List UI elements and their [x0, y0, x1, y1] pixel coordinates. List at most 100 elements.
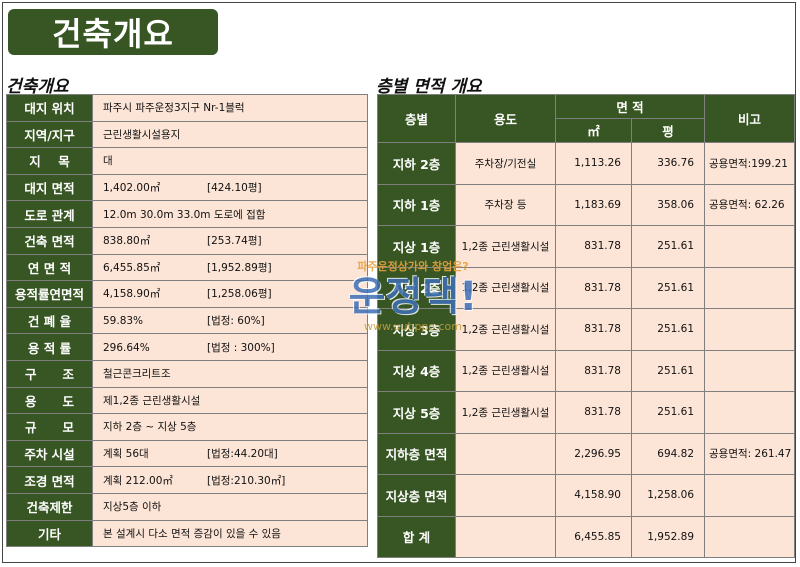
floor-area-table: 층별 용도 면 적 비고 ㎡ 평 지하 2층 주차장/기전실 1,113.26 336… — [377, 94, 796, 558]
floor-pyeong: 251.61 — [630, 266, 706, 309]
floor-note: 공용면적:199.21 — [704, 142, 796, 185]
floor-row: 지상 4층 1,2종 근린생활시설 831.78 251.61 — [377, 349, 796, 392]
overview-value-cell: 파주시 파주운정3지구 Nr-1블럭 — [92, 94, 368, 122]
overview-value-cell: 12.0m 30.0m 33.0m 도로에 접함 — [92, 200, 368, 228]
overview-label: 건축제한 — [6, 492, 93, 521]
page-title: 건축개요 — [52, 15, 174, 53]
overview-value-cell: 근린생활시설용지 — [92, 120, 368, 149]
overview-value: 파주시 파주운정3지구 Nr-1블럭 — [103, 102, 245, 115]
overview-value: 4,158.90㎡ — [103, 288, 161, 301]
floor-use: 1,2종 근린생활시설 — [455, 391, 556, 434]
overview-value-secondary: [법정:210.30㎡] — [207, 474, 286, 487]
floor-label: 지하 1층 — [377, 183, 456, 226]
floor-row: 지상 5층 1,2종 근린생활시설 831.78 251.61 — [377, 391, 796, 434]
floor-row: 지상층 면적 4,158.90 1,258.06 — [377, 474, 796, 517]
overview-row: 구 조 철근콘크리트조 — [6, 359, 368, 388]
floor-use: 1,2종 근린생활시설 — [455, 308, 556, 351]
header-sqm: ㎡ — [555, 118, 632, 143]
overview-label: 건축 면적 — [6, 226, 93, 255]
floor-pyeong: 251.61 — [630, 308, 706, 351]
floor-note — [704, 391, 796, 434]
floor-note — [704, 308, 796, 351]
floor-row: 지하층 면적 2,296.95 694.82 공용면적: 261.47 — [377, 432, 796, 475]
floor-label: 지상 5층 — [377, 391, 456, 434]
floor-note: 공용면적: 261.47 — [704, 432, 796, 475]
floor-sqm: 6,455.85 — [555, 515, 632, 558]
overview-label: 연 면 적 — [6, 253, 93, 282]
overview-value: 12.0m 30.0m 33.0m 도로에 접함 — [103, 208, 266, 221]
overview-value-cell: 59.83% [법정: 60%] — [92, 306, 368, 335]
overview-value-cell: 계획 56대 [법정:44.20대] — [92, 439, 368, 468]
overview-row: 대지 면적 1,402.00㎡ [424.10평] — [6, 173, 368, 202]
page-title-box: 건축개요 — [8, 9, 218, 55]
overview-row: 용적률연면적 4,158.90㎡ [1,258.06평] — [6, 280, 368, 308]
floor-use — [455, 432, 556, 475]
floor-use: 1,2종 근린생활시설 — [455, 349, 556, 392]
floor-use: 주차장/기전실 — [455, 142, 556, 185]
overview-label: 기타 — [6, 519, 93, 548]
floor-sqm: 2,296.95 — [555, 432, 632, 475]
overview-value: 계획 212.00㎡ — [103, 474, 173, 487]
overview-row: 주차 시설 계획 56대 [법정:44.20대] — [6, 439, 368, 468]
overview-label: 주차 시설 — [6, 439, 93, 468]
overview-row: 용 도 제1,2종 근린생활시설 — [6, 386, 368, 415]
floor-use: 1,2종 근린생활시설 — [455, 225, 556, 268]
overview-value-cell: 296.64% [법정 : 300%] — [92, 333, 368, 361]
overview-value-cell: 4,158.90㎡ [1,258.06평] — [92, 280, 368, 308]
overview-label: 건 폐 율 — [6, 306, 93, 335]
overview-row: 연 면 적 6,455.85㎡ [1,952.89평] — [6, 253, 368, 282]
overview-label: 구 조 — [6, 359, 93, 388]
floor-sqm: 1,183.69 — [555, 183, 632, 226]
overview-row: 건축제한 지상5층 이하 — [6, 492, 368, 521]
overview-label: 용적률연면적 — [6, 280, 93, 308]
overview-row: 용 적 률 296.64% [법정 : 300%] — [6, 333, 368, 361]
overview-value: 지상5층 이하 — [103, 501, 162, 514]
floor-label: 지상 2층 — [377, 266, 456, 309]
floor-label: 합 계 — [377, 515, 456, 558]
floor-label: 지상층 면적 — [377, 474, 456, 517]
overview-label: 지 목 — [6, 147, 93, 175]
floor-use: 주차장 등 — [455, 183, 556, 226]
floor-sqm: 1,113.26 — [555, 142, 632, 185]
floor-sqm: 831.78 — [555, 225, 632, 268]
overview-value: 계획 56대 — [103, 448, 149, 461]
floor-note — [704, 515, 796, 558]
floor-row: 지하 2층 주차장/기전실 1,113.26 336.76 공용면적:199.21 — [377, 142, 796, 185]
floor-use — [455, 474, 556, 517]
overview-row: 도로 관계 12.0m 30.0m 33.0m 도로에 접함 — [6, 200, 368, 228]
floor-row: 지하 1층 주차장 등 1,183.69 358.06 공용면적: 62.26 — [377, 183, 796, 226]
overview-label: 규 모 — [6, 413, 93, 441]
floor-sqm: 831.78 — [555, 308, 632, 351]
overview-value-secondary: [1,952.89평] — [207, 261, 272, 274]
floor-pyeong: 1,952.89 — [630, 515, 706, 558]
floor-use — [455, 515, 556, 558]
floor-use: 1,2종 근린생활시설 — [455, 266, 556, 309]
floor-label: 지하 2층 — [377, 142, 456, 185]
floor-area-heading: 층별 면적 개요 — [376, 77, 482, 97]
overview-value-secondary: [1,258.06평] — [207, 288, 272, 301]
floor-note — [704, 266, 796, 309]
overview-value: 철근콘크리트조 — [103, 368, 171, 381]
overview-value: 제1,2종 근린생활시설 — [103, 394, 201, 407]
floor-row: 합 계 6,455.85 1,952.89 — [377, 515, 796, 558]
overview-row: 대지 위치 파주시 파주운정3지구 Nr-1블럭 — [6, 94, 368, 122]
overview-label: 지역/지구 — [6, 120, 93, 149]
overview-value: 본 설계시 다소 면적 증감이 있을 수 있음 — [103, 527, 281, 540]
overview-value: 근린생활시설용지 — [103, 128, 181, 141]
floor-pyeong: 251.61 — [630, 391, 706, 434]
floor-note — [704, 225, 796, 268]
overview-value-cell: 6,455.85㎡ [1,952.89평] — [92, 253, 368, 282]
overview-value-cell: 지하 2층 ~ 지상 5층 — [92, 413, 368, 441]
floor-row: 지상 1층 1,2종 근린생활시설 831.78 251.61 — [377, 225, 796, 268]
overview-value-cell: 지상5층 이하 — [92, 492, 368, 521]
overview-value-cell: 대 — [92, 147, 368, 175]
overview-value: 지하 2층 ~ 지상 5층 — [103, 421, 197, 434]
floor-pyeong: 1,258.06 — [630, 474, 706, 517]
overview-value-cell: 철근콘크리트조 — [92, 359, 368, 388]
header-floor: 층별 — [377, 94, 456, 143]
overview-label: 도로 관계 — [6, 200, 93, 228]
floor-sqm: 831.78 — [555, 266, 632, 309]
floor-label: 지상 3층 — [377, 308, 456, 351]
